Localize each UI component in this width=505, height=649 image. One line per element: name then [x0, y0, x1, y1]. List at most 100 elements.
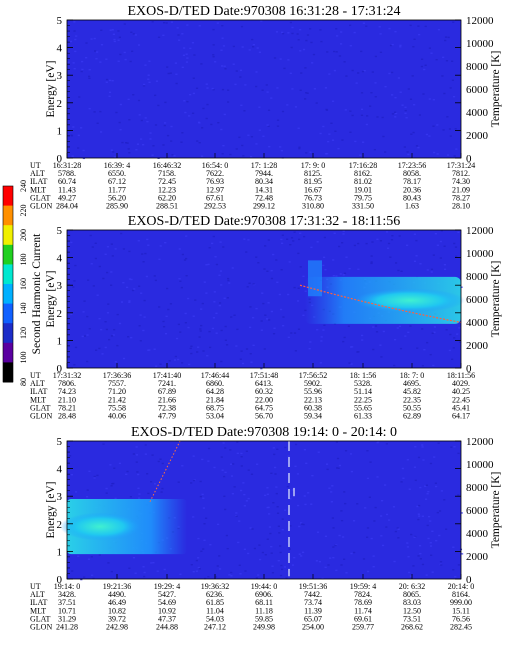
table-cell: 17:36:36 [103, 371, 131, 380]
table-cell: 18:11:56 [447, 371, 475, 380]
table-row-label: MLT [30, 395, 46, 404]
table-cell: 249.98 [253, 623, 275, 632]
table-cell: 7241. [158, 379, 176, 388]
table-cell: 6413. [255, 379, 273, 388]
table-cell: 22.00 [255, 395, 273, 404]
table-cell: 8125. [304, 169, 322, 178]
table-cell: 282.45 [450, 623, 472, 632]
table-cell: 50.55 [403, 403, 421, 412]
colorbar-segment [3, 205, 13, 226]
table-cell: 73.74 [304, 598, 322, 607]
table-cell: 61.85 [206, 598, 224, 607]
table-cell: 56.20 [108, 193, 126, 202]
colorbar-segment [3, 225, 13, 246]
table-cell: 12.23 [158, 185, 176, 194]
y-tick-label: 0 [57, 574, 63, 586]
panel-1: EXOS-D/TED Date:970308 16:31:28 - 17:31:… [30, 4, 502, 211]
table-cell: 80.43 [403, 193, 421, 202]
table-cell: 19:59: 4 [350, 582, 376, 591]
table-cell: 7557. [108, 379, 126, 388]
table-row-label: UT [30, 371, 41, 380]
table-row-label: GLON [30, 202, 52, 211]
table-cell: 51.14 [354, 387, 372, 396]
table-cell: 10.71 [58, 606, 76, 615]
table-cell: 7944. [255, 169, 273, 178]
table-cell: 22.13 [304, 395, 322, 404]
table-cell: 53.04 [206, 412, 224, 421]
table-cell: 19:36:32 [201, 582, 229, 591]
table-cell: 19:21:36 [103, 582, 131, 591]
panel-3: EXOS-D/TED Date:970308 19:14: 0 - 20:14:… [30, 425, 502, 632]
y2-axis-label: Temperature [K] [490, 51, 502, 128]
table-cell: 28.48 [58, 412, 76, 421]
colorbar-label: Second Harmonic Current [31, 233, 43, 355]
heatmap-noise [67, 20, 458, 160]
colorbar-tick-label: 80 [19, 378, 28, 386]
table-cell: 80.34 [255, 177, 273, 186]
table-cell: 54.69 [158, 598, 176, 607]
table-cell: 5788. [58, 169, 76, 178]
table-cell: 17:16:28 [349, 161, 377, 170]
table-cell: 76.73 [304, 193, 322, 202]
table-row-label: ALT [30, 590, 45, 599]
table-cell: 299.12 [253, 202, 275, 211]
table-cell: 4695. [403, 379, 421, 388]
colorbar-segment [3, 186, 13, 207]
colorbar-tick-label: 240 [19, 180, 28, 192]
y2-tick-label: 8000 [466, 482, 489, 494]
table-cell: 6550. [108, 169, 126, 178]
ion-band [299, 260, 465, 324]
table-cell: 21.10 [58, 395, 76, 404]
y-tick-label: 3 [57, 280, 63, 292]
ion-band [60, 440, 295, 577]
table-cell: 8162. [354, 169, 372, 178]
table-cell: 78.27 [452, 193, 470, 202]
table-cell: 18: 7: 0 [400, 371, 424, 380]
table-cell: 12.50 [403, 606, 421, 615]
chart-title: EXOS-D/TED Date:970308 17:31:32 - 18:11:… [128, 214, 400, 229]
table-cell: 56.70 [255, 412, 273, 421]
table-cell: 12.97 [206, 185, 224, 194]
cutoff-curve [299, 284, 462, 324]
table-cell: 8164. [452, 590, 470, 599]
table-cell: 17:46:44 [201, 371, 229, 380]
table-cell: 16.67 [304, 185, 322, 194]
table-row-label: GLAT [30, 614, 51, 623]
y-tick-label: 1 [57, 335, 63, 347]
table-cell: 62.89 [403, 412, 421, 421]
table-cell: 22.45 [452, 395, 470, 404]
table-row-label: UT [30, 161, 41, 170]
table-cell: 17:41:40 [153, 371, 181, 380]
table-cell: 8065. [403, 590, 421, 599]
table-cell: 15.11 [452, 606, 470, 615]
table-cell: 75.58 [108, 403, 126, 412]
table-cell: 22.35 [403, 395, 421, 404]
table-cell: 19:14: 0 [54, 582, 80, 591]
colorbar-tick-label: 100 [19, 352, 28, 364]
y-tick-label: 5 [57, 225, 63, 237]
table-cell: 74.30 [452, 177, 470, 186]
table-cell: 59.85 [255, 614, 273, 623]
y2-tick-label: 0 [466, 153, 472, 165]
y-tick-label: 4 [57, 253, 63, 265]
y-axis-label: Energy [eV] [45, 61, 57, 118]
table-row-label: MLT [30, 606, 46, 615]
table-cell: 67.12 [108, 177, 126, 186]
table-cell: 17: 9: 0 [301, 161, 325, 170]
table-row-label: ILAT [30, 598, 47, 607]
colorbar-segment [3, 323, 13, 344]
y2-tick-label: 2000 [466, 340, 489, 352]
table-cell: 78.21 [58, 403, 76, 412]
y2-tick-label: 12000 [466, 225, 494, 237]
colorbar-tick-label: 120 [19, 327, 28, 339]
y-tick-label: 0 [57, 153, 63, 165]
table-cell: 78.69 [354, 598, 372, 607]
table-cell: 72.45 [158, 177, 176, 186]
y-tick-label: 1 [57, 125, 63, 137]
colorbar-segment [3, 244, 13, 265]
table-cell: 54.03 [206, 614, 224, 623]
y2-tick-label: 2000 [466, 551, 489, 563]
table-cell: 1.63 [405, 202, 419, 211]
cutoff-curve [149, 440, 181, 502]
table-cell: 19:44: 0 [251, 582, 277, 591]
